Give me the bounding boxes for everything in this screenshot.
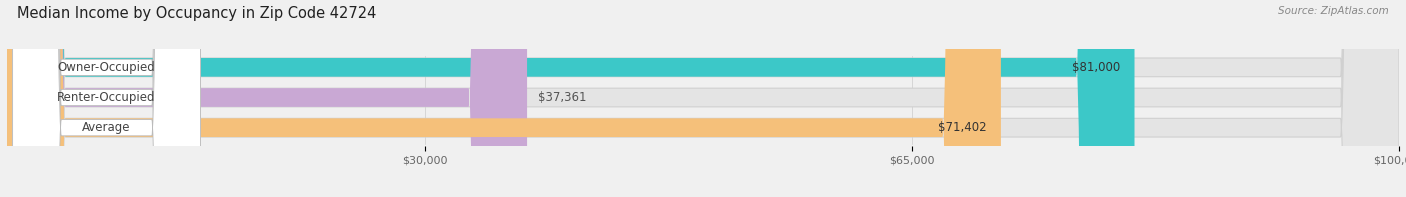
Text: Renter-Occupied: Renter-Occupied xyxy=(58,91,156,104)
FancyBboxPatch shape xyxy=(7,0,527,197)
FancyBboxPatch shape xyxy=(7,0,1135,197)
FancyBboxPatch shape xyxy=(13,0,201,197)
FancyBboxPatch shape xyxy=(7,0,1399,197)
Text: $81,000: $81,000 xyxy=(1073,61,1121,74)
Text: Owner-Occupied: Owner-Occupied xyxy=(58,61,156,74)
FancyBboxPatch shape xyxy=(13,0,201,197)
FancyBboxPatch shape xyxy=(7,0,1001,197)
Text: Median Income by Occupancy in Zip Code 42724: Median Income by Occupancy in Zip Code 4… xyxy=(17,6,377,21)
Text: $71,402: $71,402 xyxy=(938,121,987,134)
FancyBboxPatch shape xyxy=(7,0,1399,197)
FancyBboxPatch shape xyxy=(13,0,201,197)
Text: Source: ZipAtlas.com: Source: ZipAtlas.com xyxy=(1278,6,1389,16)
FancyBboxPatch shape xyxy=(7,0,1399,197)
Text: Average: Average xyxy=(83,121,131,134)
Text: $37,361: $37,361 xyxy=(538,91,586,104)
